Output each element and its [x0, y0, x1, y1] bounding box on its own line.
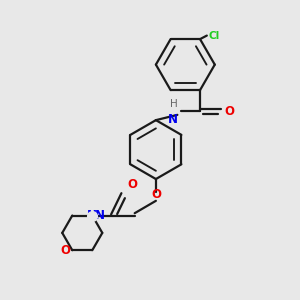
Text: N: N: [94, 209, 105, 222]
Text: H: H: [169, 99, 177, 109]
Text: O: O: [60, 244, 70, 257]
Text: O: O: [224, 105, 234, 118]
Text: Cl: Cl: [208, 31, 220, 40]
Text: O: O: [151, 188, 161, 201]
Text: N: N: [167, 113, 177, 126]
Text: O: O: [127, 178, 137, 191]
Text: N: N: [87, 209, 97, 222]
